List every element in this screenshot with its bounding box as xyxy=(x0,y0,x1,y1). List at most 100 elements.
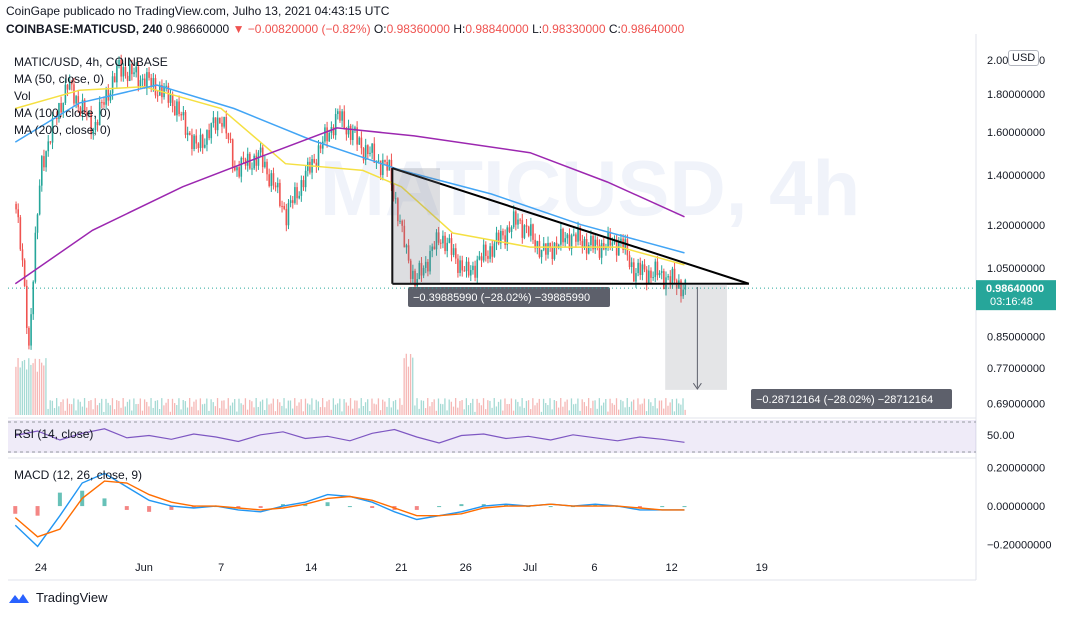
volume-bar xyxy=(572,404,575,415)
candle-body xyxy=(547,242,549,255)
candle-body xyxy=(384,159,386,162)
candle-body xyxy=(478,256,481,260)
candle-body xyxy=(201,134,204,148)
candle-body xyxy=(334,114,337,136)
volume-bar xyxy=(379,410,382,415)
candle-body xyxy=(191,134,193,150)
candle-body xyxy=(109,93,112,101)
volume-bar xyxy=(493,398,495,415)
candle-body xyxy=(60,102,62,113)
volume-bar xyxy=(349,398,352,415)
candle-body xyxy=(525,225,528,227)
candle-body xyxy=(71,80,73,85)
candle-body xyxy=(446,242,449,252)
volume-bar xyxy=(94,398,96,415)
candle-body xyxy=(137,66,140,87)
macd-histogram xyxy=(13,490,687,516)
volume-bar xyxy=(223,400,225,415)
legend-item: MATIC/USD, 4h, COINBASE xyxy=(14,55,168,69)
currency-button[interactable]: USD xyxy=(1008,50,1040,66)
candle-body xyxy=(98,102,101,126)
candle-body xyxy=(474,265,476,278)
candle-body xyxy=(204,144,206,148)
candle-body xyxy=(448,238,451,243)
volume-bar xyxy=(431,402,433,415)
volume-bar xyxy=(454,398,457,415)
volume-bar xyxy=(347,405,350,415)
macd-histogram-bar xyxy=(303,504,308,507)
candle-body xyxy=(257,152,260,166)
candle-body xyxy=(15,203,17,210)
candle-body xyxy=(326,127,328,142)
candle-body xyxy=(491,246,494,257)
macd-histogram-bar xyxy=(437,506,442,508)
volume-bar xyxy=(654,398,656,415)
volume-bar xyxy=(570,398,573,415)
volume-bar xyxy=(30,364,32,415)
volume-bar xyxy=(545,403,547,415)
volume-bar xyxy=(204,403,206,415)
volume-bar xyxy=(182,399,184,415)
candle-body xyxy=(349,125,352,140)
candle-body xyxy=(482,244,485,261)
volume-bar xyxy=(538,398,540,415)
volume-bar xyxy=(113,409,116,415)
candle-body xyxy=(173,106,176,116)
volume-bars xyxy=(15,353,686,415)
volume-bar xyxy=(328,399,330,415)
candle-body xyxy=(242,157,245,160)
price-tick-label: 1.20000000 xyxy=(987,220,1045,232)
candle-body xyxy=(596,239,599,245)
macd-series-line xyxy=(14,480,685,538)
volume-bar xyxy=(660,400,663,415)
volume-bar xyxy=(261,399,264,415)
volume-bar xyxy=(639,404,641,415)
macd-tick-label: 0.20000000 xyxy=(987,463,1045,475)
volume-bar xyxy=(577,398,579,415)
volume-bar xyxy=(645,411,648,415)
volume-bar xyxy=(225,408,227,415)
candle-body xyxy=(667,276,669,278)
volume-bar xyxy=(291,408,294,415)
volume-bar xyxy=(221,400,223,415)
volume-bar xyxy=(158,409,161,415)
tradingview-footer[interactable]: TradingView xyxy=(8,590,108,605)
volume-bar xyxy=(189,398,191,415)
candle-body xyxy=(251,168,253,170)
volume-bar xyxy=(64,410,66,415)
volume-bar xyxy=(405,353,407,415)
symbol-label: COINBASE:MATICUSD, 240 xyxy=(6,22,163,36)
volume-bar xyxy=(422,400,425,415)
candle-body xyxy=(450,238,453,255)
candle-body xyxy=(587,245,590,254)
volume-bar xyxy=(500,399,502,415)
candle-body xyxy=(68,80,71,90)
volume-bar xyxy=(214,406,217,415)
volume-bar xyxy=(382,399,384,415)
open-label: O: xyxy=(373,22,387,36)
volume-bar xyxy=(615,398,618,415)
volume-bar xyxy=(437,398,440,415)
volume-bar xyxy=(150,398,152,415)
volume-bar xyxy=(227,398,229,415)
volume-bar xyxy=(208,410,210,415)
candle-body xyxy=(259,147,262,153)
candle-body xyxy=(158,84,161,96)
volume-bar xyxy=(502,410,504,415)
volume-bar xyxy=(253,407,255,415)
volume-bar xyxy=(581,399,583,415)
volume-bar xyxy=(66,398,69,415)
measure-label-1: −0.39885990 (−28.02%) −39885990 xyxy=(408,287,610,307)
candle-body xyxy=(369,152,371,155)
candle-body xyxy=(291,200,294,203)
candle-body xyxy=(32,281,35,315)
candle-body xyxy=(62,102,65,113)
candle-body xyxy=(572,234,575,236)
candle-body xyxy=(493,243,496,257)
volume-bar xyxy=(154,400,156,415)
candle-body xyxy=(540,249,543,258)
macd-tick-label: 0.00000000 xyxy=(987,501,1045,513)
candle-body xyxy=(139,80,142,87)
volume-bar xyxy=(161,398,163,415)
